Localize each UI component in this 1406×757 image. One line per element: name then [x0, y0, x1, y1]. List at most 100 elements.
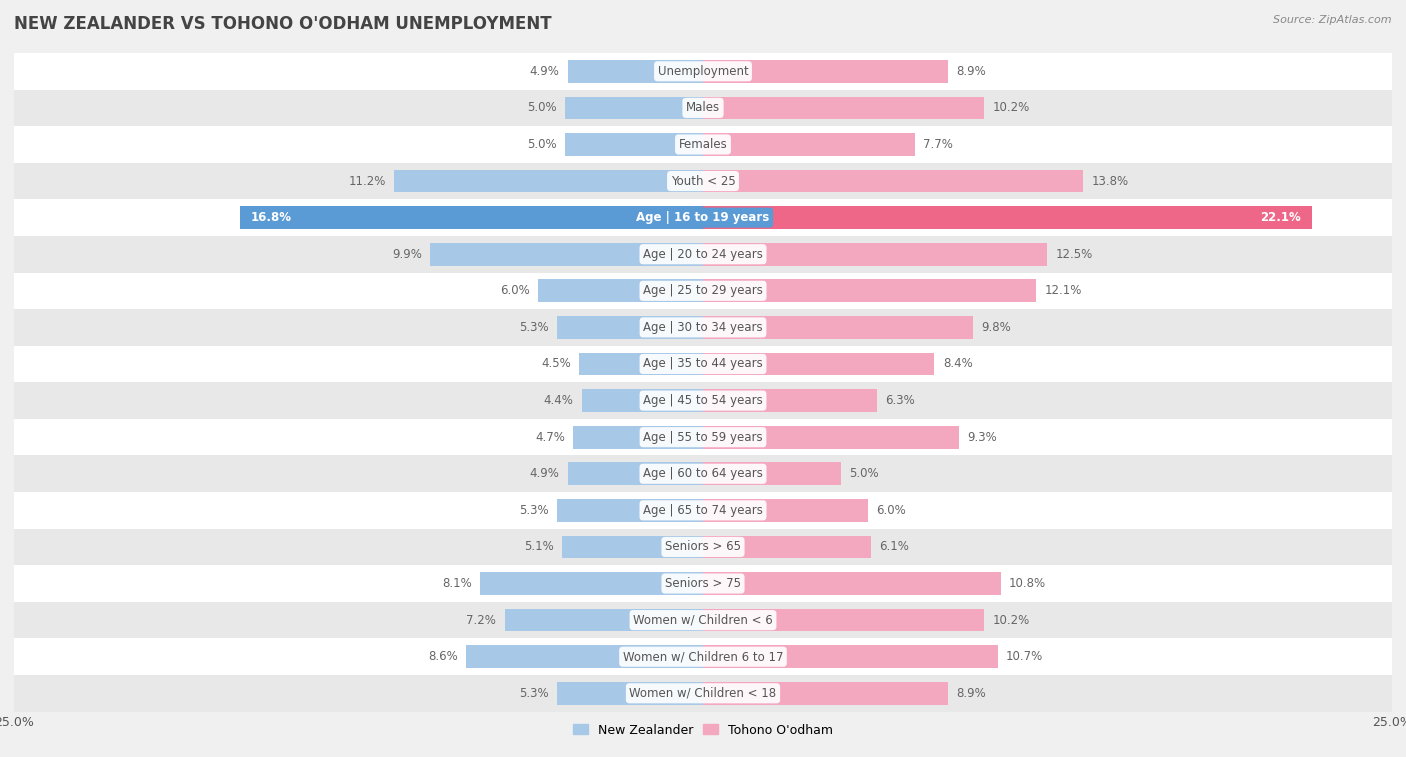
Bar [557, 499, 703, 522]
Bar [703, 389, 876, 412]
Text: 10.2%: 10.2% [993, 101, 1029, 114]
Bar [14, 89, 1392, 126]
Bar [14, 346, 1392, 382]
Bar [14, 675, 1392, 712]
Text: Females: Females [679, 138, 727, 151]
Text: 4.7%: 4.7% [536, 431, 565, 444]
Text: 4.9%: 4.9% [530, 65, 560, 78]
Text: 4.9%: 4.9% [530, 467, 560, 480]
Text: 9.3%: 9.3% [967, 431, 997, 444]
Text: 12.5%: 12.5% [1056, 248, 1092, 260]
Text: Seniors > 75: Seniors > 75 [665, 577, 741, 590]
Text: Age | 16 to 19 years: Age | 16 to 19 years [637, 211, 769, 224]
Text: 8.4%: 8.4% [943, 357, 973, 370]
Bar [479, 572, 703, 595]
Text: Age | 25 to 29 years: Age | 25 to 29 years [643, 285, 763, 298]
Text: NEW ZEALANDER VS TOHONO O'ODHAM UNEMPLOYMENT: NEW ZEALANDER VS TOHONO O'ODHAM UNEMPLOY… [14, 15, 551, 33]
Text: Source: ZipAtlas.com: Source: ZipAtlas.com [1274, 15, 1392, 25]
Text: 11.2%: 11.2% [349, 175, 387, 188]
Text: 4.5%: 4.5% [541, 357, 571, 370]
Bar [14, 163, 1392, 199]
Bar [703, 463, 841, 485]
Bar [565, 97, 703, 119]
Text: 6.0%: 6.0% [499, 285, 530, 298]
Bar [505, 609, 703, 631]
Text: Unemployment: Unemployment [658, 65, 748, 78]
Bar [703, 279, 1036, 302]
Bar [582, 389, 703, 412]
Text: 8.9%: 8.9% [956, 687, 986, 699]
Bar [14, 602, 1392, 638]
Text: Age | 60 to 64 years: Age | 60 to 64 years [643, 467, 763, 480]
Bar [14, 53, 1392, 89]
Bar [703, 426, 959, 448]
Bar [14, 565, 1392, 602]
Text: 5.3%: 5.3% [519, 321, 548, 334]
Text: 7.2%: 7.2% [467, 614, 496, 627]
Bar [565, 133, 703, 156]
Bar [14, 528, 1392, 565]
Bar [568, 60, 703, 83]
Text: 5.1%: 5.1% [524, 540, 554, 553]
Bar [14, 638, 1392, 675]
Text: Age | 55 to 59 years: Age | 55 to 59 years [643, 431, 763, 444]
Text: Age | 20 to 24 years: Age | 20 to 24 years [643, 248, 763, 260]
Text: Age | 35 to 44 years: Age | 35 to 44 years [643, 357, 763, 370]
Text: 9.9%: 9.9% [392, 248, 422, 260]
Bar [703, 682, 948, 705]
Bar [703, 133, 915, 156]
Bar [14, 456, 1392, 492]
Bar [430, 243, 703, 266]
Text: Age | 45 to 54 years: Age | 45 to 54 years [643, 394, 763, 407]
Text: 5.0%: 5.0% [849, 467, 879, 480]
Text: Age | 65 to 74 years: Age | 65 to 74 years [643, 504, 763, 517]
Text: 10.2%: 10.2% [993, 614, 1029, 627]
Bar [703, 353, 935, 375]
Bar [465, 646, 703, 668]
Bar [703, 536, 872, 558]
Bar [703, 499, 869, 522]
Bar [703, 572, 1001, 595]
Text: 6.3%: 6.3% [884, 394, 915, 407]
Bar [703, 170, 1083, 192]
Text: 13.8%: 13.8% [1091, 175, 1129, 188]
Bar [703, 60, 948, 83]
Bar [394, 170, 703, 192]
Bar [574, 426, 703, 448]
Text: 10.8%: 10.8% [1010, 577, 1046, 590]
Bar [14, 382, 1392, 419]
Bar [703, 97, 984, 119]
Bar [14, 309, 1392, 346]
Text: 5.0%: 5.0% [527, 101, 557, 114]
Text: Seniors > 65: Seniors > 65 [665, 540, 741, 553]
Text: 8.6%: 8.6% [427, 650, 458, 663]
Bar [14, 236, 1392, 273]
Bar [703, 243, 1047, 266]
Bar [14, 273, 1392, 309]
Bar [562, 536, 703, 558]
Text: Women w/ Children < 18: Women w/ Children < 18 [630, 687, 776, 699]
Text: Youth < 25: Youth < 25 [671, 175, 735, 188]
Legend: New Zealander, Tohono O'odham: New Zealander, Tohono O'odham [568, 718, 838, 742]
Bar [14, 492, 1392, 528]
Bar [537, 279, 703, 302]
Bar [557, 682, 703, 705]
Text: 5.3%: 5.3% [519, 504, 548, 517]
Text: 4.4%: 4.4% [544, 394, 574, 407]
Text: 16.8%: 16.8% [252, 211, 292, 224]
Text: Women w/ Children 6 to 17: Women w/ Children 6 to 17 [623, 650, 783, 663]
Text: Age | 30 to 34 years: Age | 30 to 34 years [643, 321, 763, 334]
Bar [14, 126, 1392, 163]
Text: 8.1%: 8.1% [441, 577, 471, 590]
Bar [703, 646, 998, 668]
Text: 9.8%: 9.8% [981, 321, 1011, 334]
Bar [240, 207, 703, 229]
Bar [703, 316, 973, 338]
Text: 5.0%: 5.0% [527, 138, 557, 151]
Text: 22.1%: 22.1% [1260, 211, 1301, 224]
Bar [14, 199, 1392, 236]
Text: 5.3%: 5.3% [519, 687, 548, 699]
Bar [703, 207, 1312, 229]
Text: 8.9%: 8.9% [956, 65, 986, 78]
Bar [14, 419, 1392, 456]
